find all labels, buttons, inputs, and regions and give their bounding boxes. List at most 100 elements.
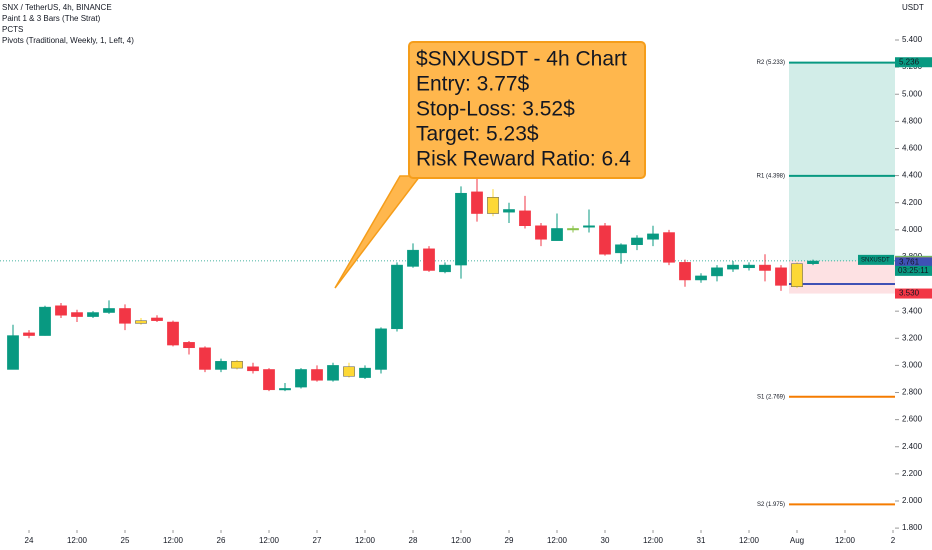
x-tick-label: 2: [891, 536, 896, 545]
x-tick-label: 28: [409, 536, 418, 545]
callout-line: Target: 5.23$: [416, 123, 539, 146]
candle-body: [375, 328, 387, 370]
candle-body: [679, 262, 691, 281]
y-tick-label: 3.000: [902, 361, 923, 370]
y-tick-label: 3.400: [902, 306, 923, 315]
x-tick-label: 25: [121, 536, 130, 545]
candle-body: [343, 366, 355, 377]
candle-body: [743, 264, 755, 269]
candle-body: [551, 228, 563, 241]
candle-body: [231, 361, 243, 369]
callout-line: Entry: 3.77$: [416, 73, 530, 96]
y-tick-label: 4.000: [902, 225, 923, 234]
pivot-label: R2 (5.233): [757, 60, 785, 66]
pivot-label: S2 (1.975): [757, 502, 785, 508]
price-tag: [895, 288, 932, 299]
candle-body: [727, 264, 739, 270]
candle-body: [631, 237, 643, 245]
callout-line: Risk Reward Ratio: 6.4: [416, 148, 631, 171]
candle-body: [439, 264, 451, 273]
candle-body: [471, 191, 483, 214]
price-tag: [895, 257, 932, 268]
candle-body: [807, 260, 819, 264]
candle-body: [695, 275, 707, 281]
x-tick-label: 12:00: [67, 536, 88, 545]
candle-body: [167, 321, 179, 346]
y-tick-label: 2.400: [902, 442, 923, 451]
candle-body: [663, 232, 675, 263]
candle-body: [391, 264, 403, 330]
price-tag: [895, 57, 932, 68]
legend-line: PCTS: [2, 25, 23, 34]
y-tick-label: 2.000: [902, 496, 923, 505]
y-tick-label: 3.200: [902, 333, 923, 342]
candle-body: [87, 312, 99, 317]
price-tag-label: 3.530: [899, 289, 920, 298]
candle-body: [423, 248, 435, 271]
pivot-label: S1 (2.769): [757, 394, 785, 400]
y-tick-label: 4.800: [902, 116, 923, 125]
y-tick-label: 2.200: [902, 469, 923, 478]
candle-body: [23, 332, 35, 336]
x-tick-label: 27: [313, 536, 322, 545]
symbol-tag-bg: [858, 254, 894, 265]
x-tick-label: 12:00: [451, 536, 472, 545]
candle-body: [215, 361, 227, 370]
candle-body: [791, 263, 803, 288]
candle-body: [327, 365, 339, 381]
candle-body: [359, 367, 371, 378]
x-tick-label: 24: [25, 536, 34, 545]
x-tick-label: 31: [697, 536, 706, 545]
x-tick-label: Aug: [790, 536, 804, 545]
x-tick-label: 26: [217, 536, 226, 545]
x-tick-label: 12:00: [259, 536, 280, 545]
callout-pointer: [334, 175, 422, 289]
candle-body: [295, 369, 307, 388]
candle-body: [71, 312, 83, 317]
candle-body: [711, 267, 723, 277]
candle-body: [599, 225, 611, 255]
x-tick-label: 12:00: [355, 536, 376, 545]
candle-body: [55, 305, 67, 316]
y-tick-label: 2.600: [902, 415, 923, 424]
candle-body: [247, 366, 259, 372]
x-tick-label: 12:00: [643, 536, 664, 545]
candle-body: [567, 228, 579, 231]
stop-zone: [789, 260, 895, 294]
callout-box: [408, 41, 646, 179]
callout-line: Stop-Loss: 3.52$: [416, 98, 575, 121]
y-tick-label: 4.200: [902, 198, 923, 207]
candle-body: [535, 225, 547, 240]
x-tick-label: 12:00: [547, 536, 568, 545]
candle-body: [519, 210, 531, 226]
legend-line: Paint 1 & 3 Bars (The Strat): [2, 14, 101, 23]
candle-body: [39, 306, 51, 336]
candle-body: [183, 342, 195, 349]
x-tick-label: 12:00: [835, 536, 856, 545]
y-tick-label: 4.600: [902, 144, 923, 153]
symbol-tag: SNXUSDT: [861, 257, 890, 263]
x-tick-label: 30: [601, 536, 610, 545]
candle-body: [199, 347, 211, 370]
price-tag-label: 5.236: [899, 57, 920, 66]
candle-body: [311, 369, 323, 381]
price-tag-label: 3.761: [899, 257, 920, 266]
target-zone: [789, 62, 895, 261]
y-tick-label: 5.400: [902, 35, 923, 44]
candle-body: [279, 388, 291, 391]
y-tick-label: 5.000: [902, 89, 923, 98]
candle-body: [263, 369, 275, 391]
y-tick-label: 1.800: [902, 523, 923, 532]
x-tick-label: 12:00: [163, 536, 184, 545]
countdown-bg: [895, 265, 932, 276]
candle-body: [487, 197, 499, 214]
candle-body: [407, 249, 419, 267]
axis-unit: USDT: [902, 3, 924, 12]
x-tick-label: 29: [505, 536, 514, 545]
candle-body: [503, 209, 515, 213]
candle-body: [455, 192, 467, 266]
candle-body: [151, 317, 163, 321]
candle-body: [103, 308, 115, 313]
pivot-label: R1 (4.398): [757, 173, 785, 179]
